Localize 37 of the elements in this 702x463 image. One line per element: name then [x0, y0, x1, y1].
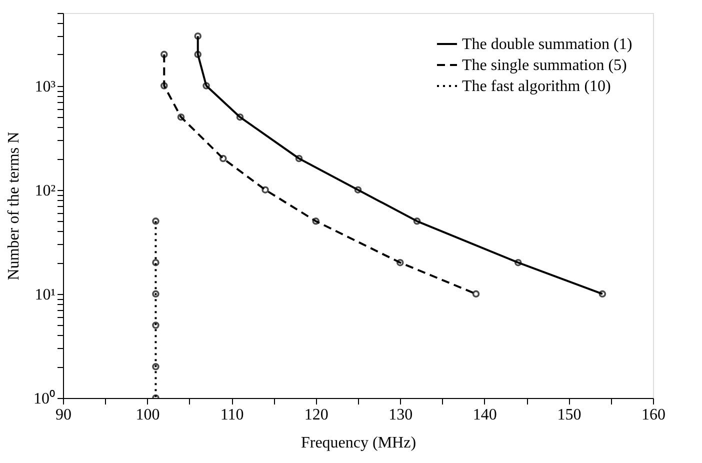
x-tick-label: 150 [557, 406, 582, 424]
y-axis-title: Number of the terms N [6, 131, 22, 280]
point [152, 258, 160, 266]
y-tick-label: 10³ [34, 78, 56, 96]
point [396, 258, 404, 266]
x-axis-title: Frequency (MHz) [300, 434, 416, 452]
point [262, 186, 269, 194]
legend-label: The fast algorithm (10) [462, 78, 611, 95]
y-tick-label: 10² [34, 182, 56, 200]
point [312, 218, 320, 225]
point [295, 154, 303, 162]
point [202, 82, 210, 90]
point [220, 154, 227, 162]
point [152, 363, 160, 370]
x-tick-label: 130 [388, 406, 413, 424]
point [194, 50, 202, 58]
x-tick-label: 140 [472, 406, 497, 424]
point [152, 322, 160, 329]
point [472, 290, 480, 298]
point [354, 186, 362, 194]
x-tick-label: 100 [136, 406, 160, 424]
x-tick-label: 110 [220, 406, 244, 424]
point [413, 218, 421, 225]
point [152, 290, 160, 298]
point [236, 113, 244, 121]
point [160, 50, 168, 58]
y-tick-label: 10⁰ [34, 390, 56, 408]
point [152, 218, 160, 225]
legend-label: The double summation (1) [462, 36, 632, 53]
x-tick-label: 120 [304, 406, 328, 424]
point [177, 113, 185, 121]
y-tick-label: 10¹ [34, 286, 56, 304]
point [514, 258, 522, 266]
x-tick-label: 90 [56, 406, 72, 424]
point [160, 82, 168, 90]
x-tick-label: 160 [642, 406, 666, 424]
legend-label: The single summation (5) [462, 57, 627, 74]
